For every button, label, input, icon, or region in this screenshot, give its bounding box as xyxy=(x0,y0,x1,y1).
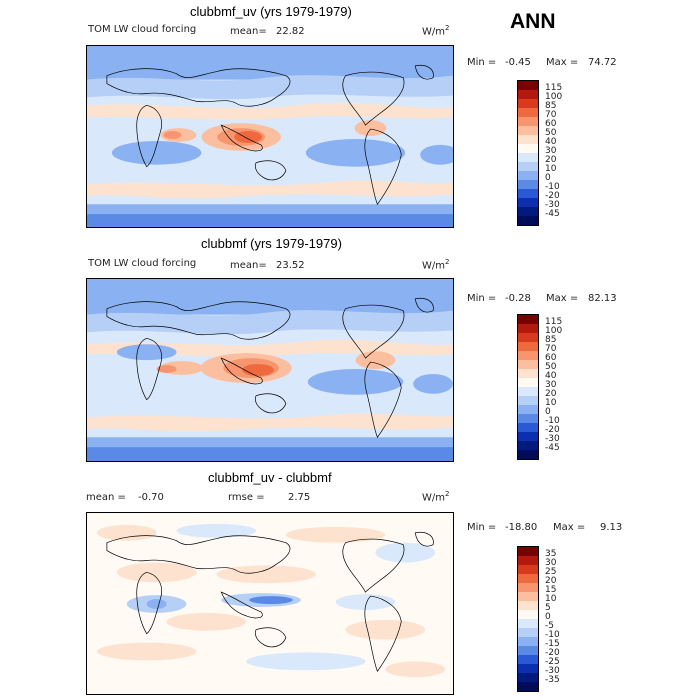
panel-3-min-value: -18.80 xyxy=(505,522,538,533)
colorbar-tick-label: 30 xyxy=(545,380,557,390)
colorbar-tick-label: 20 xyxy=(545,155,557,165)
colorbar-tick-label: -10 xyxy=(545,630,560,640)
colorbar-tick-label: -30 xyxy=(545,200,560,210)
colorbar-tick-label: 100 xyxy=(545,326,563,336)
colorbar-tick-label: 35 xyxy=(545,549,557,559)
panel-1-max-value: 74.72 xyxy=(588,57,617,68)
panel-1-min-label: Min = xyxy=(467,57,497,68)
colorbar-tick-label: 0 xyxy=(545,173,551,183)
panel-3-min-label: Min = xyxy=(467,522,497,533)
colorbar-tick-label: -5 xyxy=(545,621,554,631)
colorbar-tick-label: -30 xyxy=(545,666,560,676)
colorbar-tick-label: 115 xyxy=(545,317,563,327)
panel-1-mean-label: mean= xyxy=(230,26,267,37)
panel-2-map-svg xyxy=(87,279,453,461)
colorbar-tick-label: 40 xyxy=(545,371,557,381)
colorbar-tick-label: -35 xyxy=(545,675,560,685)
colorbar-tick-label: 20 xyxy=(545,389,557,399)
colorbar-tick-label: -45 xyxy=(545,443,560,453)
panel-1-min-value: -0.45 xyxy=(505,57,531,68)
colorbar-tick-label: 60 xyxy=(545,353,557,363)
colorbar-tick-label: 0 xyxy=(545,407,551,417)
panel-3-rmse-label: rmse = xyxy=(228,492,265,503)
colorbar-tick-label: 10 xyxy=(545,398,557,408)
colorbar-tick-label: 0 xyxy=(545,612,551,622)
panel-1-field-label: TOM LW cloud forcing xyxy=(88,24,197,35)
panel-3-units: W/m2 xyxy=(422,490,450,504)
colorbar-tick-label: 100 xyxy=(545,92,563,102)
panel-1-max-label: Max = xyxy=(546,57,579,68)
season-label: ANN xyxy=(510,10,556,33)
panel-3-mean-label: mean = xyxy=(86,492,126,503)
colorbar-tick-label: -20 xyxy=(545,648,560,658)
panel-3-colorbar xyxy=(517,546,539,692)
colorbar-tick-label: -15 xyxy=(545,639,560,649)
panel-2-max-value: 82.13 xyxy=(588,293,617,304)
panel-1-title: clubbmf_uv (yrs 1979-1979) xyxy=(190,4,352,19)
panel-3-title: clubbmf_uv - clubbmf xyxy=(208,470,332,485)
colorbar-tick-label: 25 xyxy=(545,567,557,577)
panel-2-mean-value: 23.52 xyxy=(276,260,305,271)
panel-2-min-value: -0.28 xyxy=(505,293,531,304)
colorbar-tick-label: 40 xyxy=(545,137,557,147)
colorbar-tick-label: 15 xyxy=(545,585,557,595)
colorbar-tick-label: 115 xyxy=(545,83,563,93)
panel-2-title: clubbmf (yrs 1979-1979) xyxy=(201,236,342,251)
panel-3-map xyxy=(86,512,454,695)
panel-2-map xyxy=(86,278,454,462)
colorbar-tick-label: 5 xyxy=(545,603,551,613)
colorbar-tick-label: -25 xyxy=(545,657,560,667)
colorbar-tick-label: 50 xyxy=(545,128,557,138)
panel-2-min-label: Min = xyxy=(467,293,497,304)
panel-3-rmse-value: 2.75 xyxy=(288,492,311,503)
panel-1-map xyxy=(86,45,454,228)
colorbar-tick-label: -10 xyxy=(545,416,560,426)
colorbar-tick-label: 30 xyxy=(545,146,557,156)
colorbar-tick-label: -30 xyxy=(545,434,560,444)
panel-1-colorbar xyxy=(517,80,539,226)
colorbar-tick-label: 20 xyxy=(545,576,557,586)
panel-2-mean-label: mean= xyxy=(230,260,267,271)
colorbar-tick-label: -10 xyxy=(545,182,560,192)
panel-3-map-svg xyxy=(87,513,453,694)
panel-1-map-svg xyxy=(87,46,453,227)
panel-3-mean-value: -0.70 xyxy=(138,492,164,503)
colorbar-tick-label: 70 xyxy=(545,110,557,120)
panel-2-field-label: TOM LW cloud forcing xyxy=(88,258,197,269)
colorbar-tick-label: 60 xyxy=(545,119,557,129)
colorbar-tick-label: 30 xyxy=(545,558,557,568)
panel-1-mean-value: 22.82 xyxy=(276,26,305,37)
panel-3-max-label: Max = xyxy=(553,522,586,533)
colorbar-tick-label: 50 xyxy=(545,362,557,372)
panel-2-units: W/m2 xyxy=(422,258,450,272)
colorbar-tick-label: 70 xyxy=(545,344,557,354)
panel-3-max-value: 9.13 xyxy=(600,522,623,533)
colorbar-tick-label: -45 xyxy=(545,209,560,219)
panel-2-max-label: Max = xyxy=(546,293,579,304)
panel-1-units: W/m2 xyxy=(422,24,450,38)
colorbar-tick-label: 85 xyxy=(545,335,557,345)
colorbar-tick-label: 85 xyxy=(545,101,557,111)
colorbar-tick-label: -20 xyxy=(545,191,560,201)
colorbar-tick-label: 10 xyxy=(545,164,557,174)
colorbar-tick-label: -20 xyxy=(545,425,560,435)
panel-2-colorbar xyxy=(517,314,539,460)
colorbar-tick-label: 10 xyxy=(545,594,557,604)
